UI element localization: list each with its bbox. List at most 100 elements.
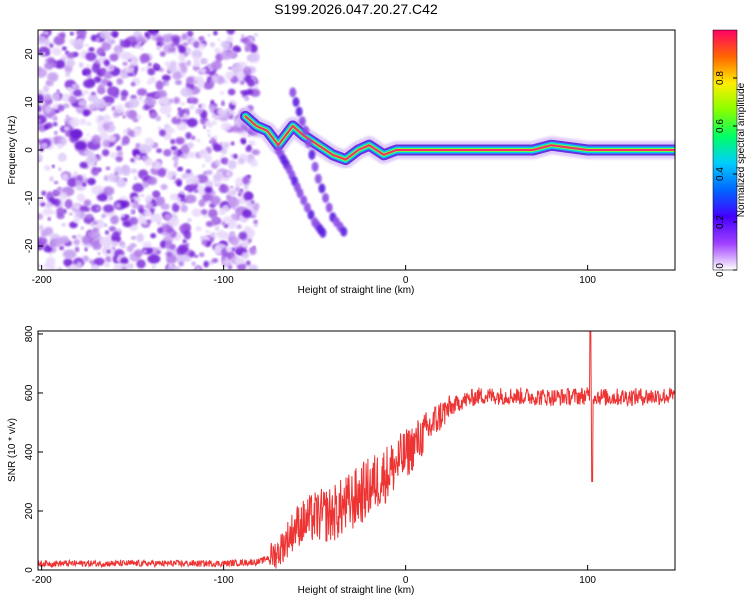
snr-xtick-label: -100 xyxy=(214,575,234,586)
branch-blob xyxy=(340,226,348,237)
speckle-blob xyxy=(235,177,244,187)
speckle-blob xyxy=(56,207,65,216)
speckle-blob xyxy=(250,200,255,205)
speckle-blob xyxy=(58,154,67,162)
speckle-blob xyxy=(164,126,175,135)
speckle-blob xyxy=(149,76,156,84)
speckle-blob xyxy=(199,68,207,74)
speckle-blob xyxy=(169,243,176,250)
speckle-blob xyxy=(168,46,176,52)
speckle-blob xyxy=(182,222,191,231)
speckle-blob xyxy=(148,62,152,67)
snr-line xyxy=(38,331,675,569)
speckle-blob xyxy=(161,223,166,227)
speckle-blob xyxy=(75,179,82,186)
speckle-blob xyxy=(144,137,154,145)
speckle-blob xyxy=(38,118,41,124)
speckle-blob xyxy=(190,135,196,141)
speckle-blob xyxy=(93,76,102,83)
branch-blob xyxy=(300,195,308,206)
speckle-blob xyxy=(203,260,209,268)
speckle-blob xyxy=(212,143,223,152)
speckle-blob xyxy=(144,31,150,37)
speckle-blob xyxy=(56,142,63,150)
speckle-blob xyxy=(154,143,158,147)
speckle-blob xyxy=(115,228,122,233)
speckle-blob xyxy=(163,149,172,157)
colorbar-tick-label: 0.0 xyxy=(715,263,726,277)
speckle-blob xyxy=(59,245,64,251)
speckle-blob xyxy=(53,116,58,121)
speckle-blob xyxy=(200,235,204,240)
speckle-blob xyxy=(130,94,137,100)
speckle-blob xyxy=(95,206,101,211)
speckle-blob xyxy=(212,173,222,181)
speckle-blob xyxy=(166,113,171,118)
speckle-blob xyxy=(172,155,179,161)
speckle-blob xyxy=(121,200,130,208)
speckle-blob xyxy=(43,164,51,171)
speckle-blob xyxy=(157,220,162,226)
speckle-blob xyxy=(234,186,241,192)
speckle-blob xyxy=(53,180,59,185)
speckle-blob xyxy=(43,93,52,101)
speckle-blob xyxy=(140,47,144,51)
speckle-blob xyxy=(130,198,135,204)
speckle-blob xyxy=(196,138,201,143)
speckle-blob xyxy=(128,216,139,225)
spectrogram-ytick-label: -10 xyxy=(24,190,35,205)
speckle-blob xyxy=(69,128,82,139)
speckle-blob xyxy=(191,208,202,217)
speckle-blob xyxy=(193,55,199,61)
speckle-blob xyxy=(59,235,70,245)
speckle-blob xyxy=(65,71,71,77)
speckle-blob xyxy=(132,182,145,193)
speckle-blob xyxy=(94,257,105,266)
speckle-blob xyxy=(181,201,185,206)
speckle-blob xyxy=(121,165,131,176)
speckle-blob xyxy=(120,257,129,266)
speckle-blob xyxy=(151,264,156,269)
speckle-blob xyxy=(205,169,213,176)
speckle-blob xyxy=(236,48,242,52)
speckle-blob xyxy=(62,173,69,181)
speckle-blob xyxy=(155,80,164,91)
speckle-blob xyxy=(202,164,205,168)
speckle-blob xyxy=(101,41,112,51)
speckle-blob xyxy=(52,92,61,102)
colorbar-tick-label: 0.2 xyxy=(715,215,726,229)
speckle-blob xyxy=(45,80,54,87)
speckle-blob xyxy=(122,115,126,119)
speckle-blob xyxy=(135,203,138,207)
speckle-blob xyxy=(210,99,215,105)
speckle-blob xyxy=(252,202,260,211)
speckle-blob xyxy=(176,121,188,131)
speckle-blob xyxy=(92,227,100,234)
speckle-blob xyxy=(142,180,150,188)
speckle-blob xyxy=(130,168,138,174)
speckle-blob xyxy=(245,260,251,266)
speckle-blob xyxy=(144,97,157,107)
speckle-blob xyxy=(49,176,54,182)
speckle-blob xyxy=(120,71,127,79)
speckle-blob xyxy=(175,254,186,264)
speckle-blob xyxy=(61,46,67,51)
speckle-blob xyxy=(92,99,107,109)
speckle-blob xyxy=(121,135,130,146)
branch-blob xyxy=(319,227,327,238)
speckle-blob xyxy=(176,115,180,120)
speckle-blob xyxy=(38,35,48,45)
speckle-blob xyxy=(173,163,178,168)
branch-blob xyxy=(305,137,313,148)
colorbar-ticks: 0.0 0.2 0.4 0.6 0.8 xyxy=(715,71,737,277)
speckle-blob xyxy=(161,74,171,82)
speckle-blob xyxy=(87,177,96,186)
speckle-blob xyxy=(155,89,167,99)
speckle-blob xyxy=(181,33,188,41)
speckle-blob xyxy=(66,86,73,92)
speckle-blob xyxy=(115,145,122,152)
branch-blob xyxy=(314,173,322,184)
speckle-blob xyxy=(74,246,80,253)
speckle-blob xyxy=(110,151,117,159)
speckle-blob xyxy=(240,90,245,94)
